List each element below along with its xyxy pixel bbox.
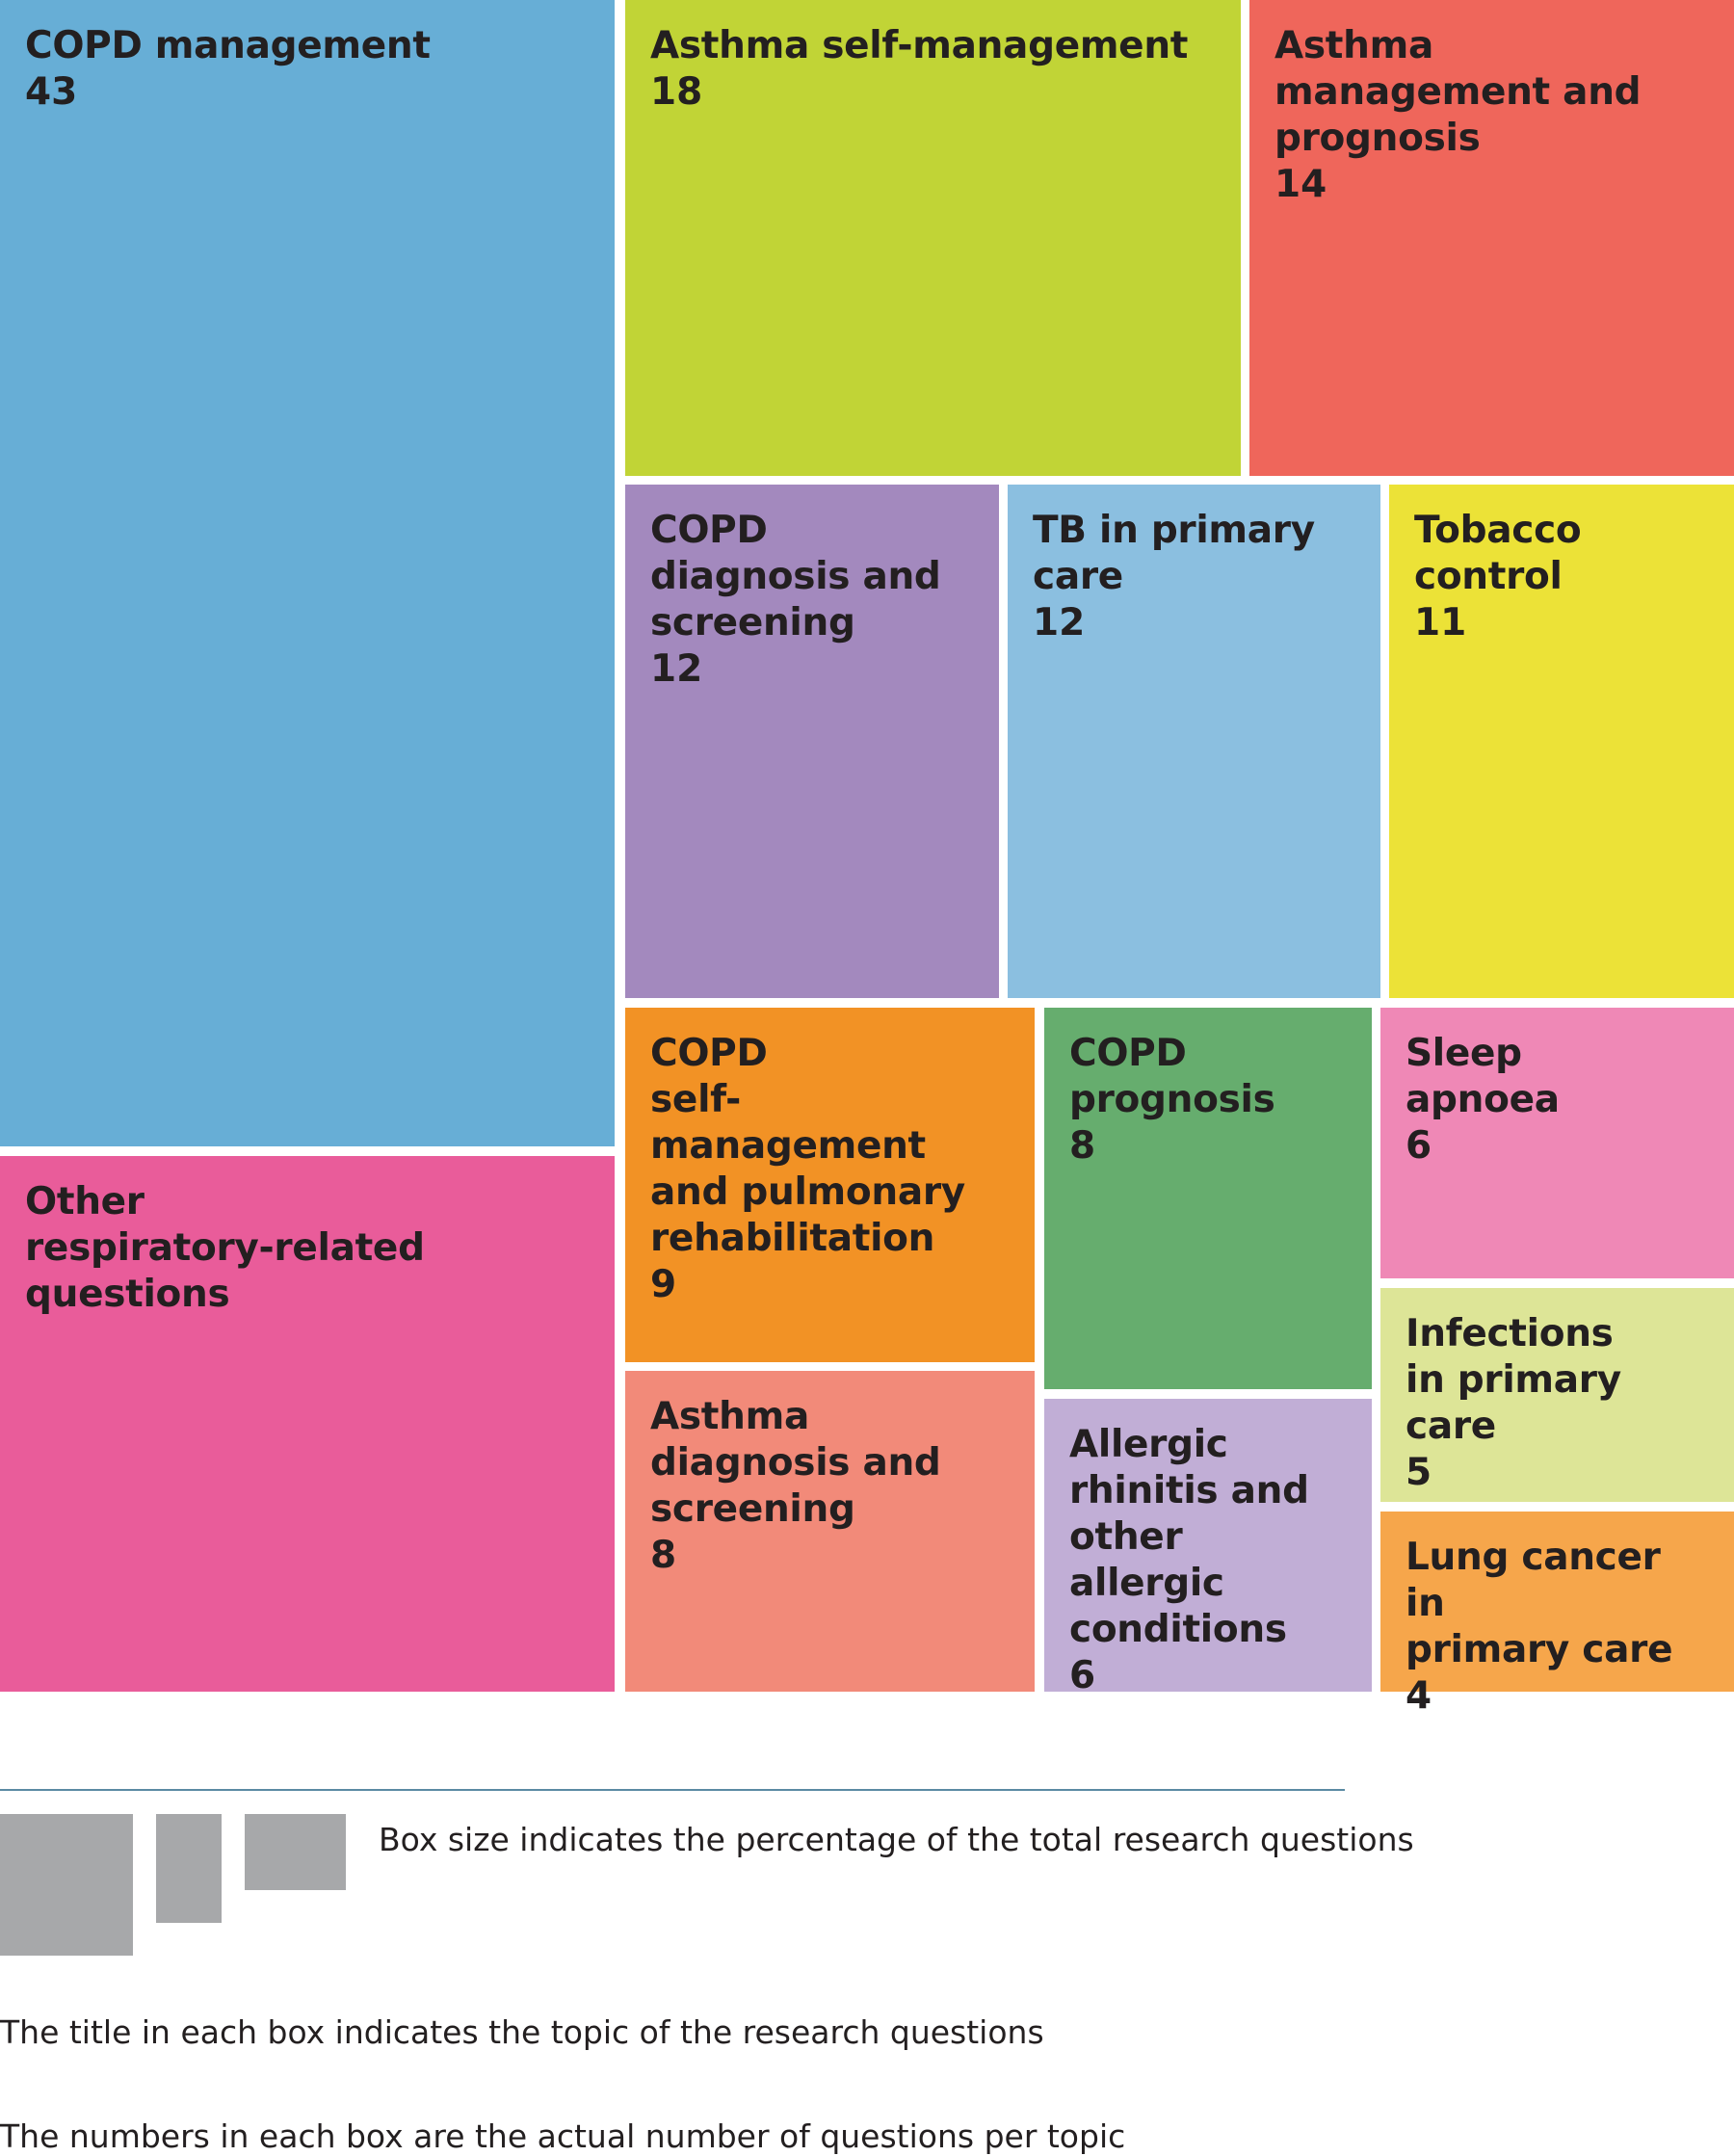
tile-label: COPD management [25,24,431,67]
legend-title-note: The title in each box indicates the topi… [0,2013,1044,2051]
tile-value: 43 [25,70,78,114]
tile-value: 6 [1406,1124,1432,1168]
tile-label: Sleep apnoea [1406,1032,1560,1121]
tile-other-respiratory: Other respiratory-related questions [0,1156,615,1692]
tile-label: Lung cancer in primary care [1406,1536,1673,1671]
legend-sample-box-small [245,1814,346,1890]
legend-sample-box-large [0,1814,133,1956]
tile-asthma-self-management: Asthma self-management 18 [625,0,1241,476]
treemap: COPD management 43 Other respiratory-relat… [0,0,1734,1718]
tile-value: 12 [1033,601,1086,644]
tile-value: 5 [1406,1451,1432,1494]
legend-box-size-note: Box size indicates the percentage of the… [379,1821,1414,1858]
tile-value: 4 [1406,1674,1432,1718]
tile-label: COPD diagnosis and screening [650,509,941,644]
tile-allergic-rhinitis: Allergic rhinitis and other allergic con… [1044,1399,1372,1697]
tile-copd-prognosis: COPD prognosis 8 [1044,1008,1372,1389]
tile-value: 8 [650,1534,677,1577]
tile-label: COPD prognosis [1069,1032,1275,1121]
tile-tb-primary-care: TB in primary care 12 [1008,485,1380,998]
tile-asthma-diagnosis-screening: Asthma diagnosis and screening 8 [625,1371,1035,1692]
legend-number-note: The numbers in each box are the actual n… [0,2117,1126,2155]
tile-label: Tobacco control [1414,509,1582,598]
tile-lung-cancer-primary-care: Lung cancer in primary care 4 [1380,1512,1734,1718]
tile-value: 14 [1274,163,1327,206]
tile-label: Infections in primary care [1406,1312,1621,1448]
tile-copd-management: COPD management 43 [0,0,615,1146]
legend-sample-box-medium [156,1814,222,1923]
tile-infections-primary-care: Infections in primary care 5 [1380,1288,1734,1502]
tile-value: 8 [1069,1124,1096,1168]
tile-value: 12 [650,647,703,691]
tile-tobacco-control: Tobacco control 11 [1389,485,1734,998]
tile-label: TB in primary care [1033,509,1315,598]
tile-value: 9 [650,1263,677,1306]
tile-label: Asthma diagnosis and screening [650,1395,941,1531]
tile-value: 6 [1069,1654,1096,1697]
tile-label: Asthma self-management [650,24,1189,67]
tile-value: 18 [650,70,703,114]
tile-label: Allergic rhinitis and other allergic con… [1069,1423,1309,1651]
tile-copd-diagnosis-screening: COPD diagnosis and screening 12 [625,485,999,998]
tile-asthma-management-prognosis: Asthma management and prognosis 14 [1249,0,1734,476]
tile-label: Asthma management and prognosis [1274,24,1642,160]
tile-copd-self-management-rehab: COPD self-management and pulmonary rehab… [625,1008,1035,1362]
tile-label: COPD self-management and pulmonary rehab… [650,1032,965,1260]
legend-divider [0,1789,1345,1791]
tile-label: Other respiratory-related questions [25,1180,425,1316]
tile-value: 11 [1414,601,1467,644]
tile-sleep-apnoea: Sleep apnoea 6 [1380,1008,1734,1278]
